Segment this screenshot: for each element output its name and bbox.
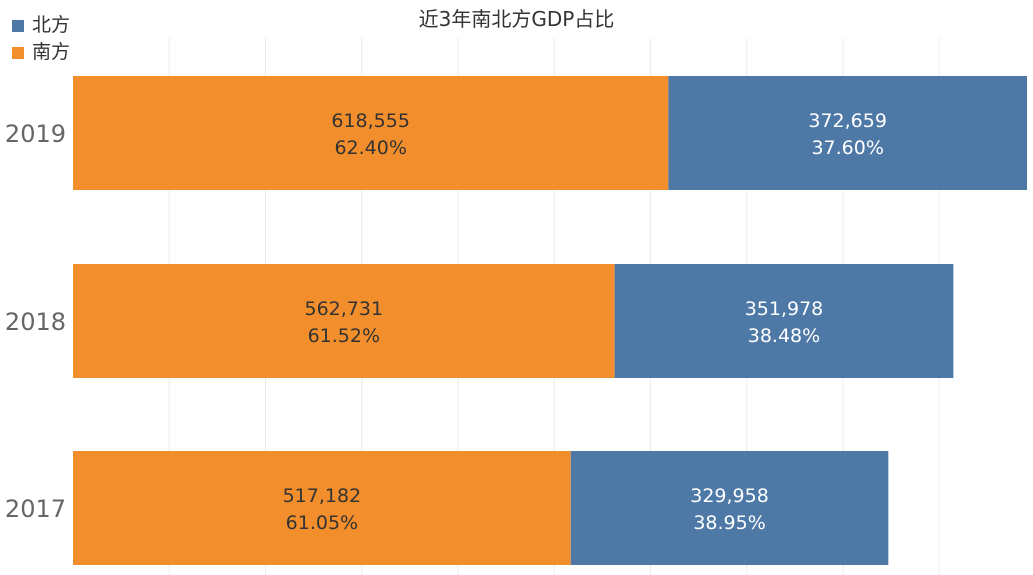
legend-item-south[interactable]: 南方 — [12, 39, 70, 66]
legend-label-south: 南方 — [32, 41, 71, 63]
y-tick-label: 2019 — [5, 120, 66, 148]
data-label-percent: 61.52% — [308, 325, 380, 347]
data-label-percent: 61.05% — [286, 512, 358, 534]
bar-segment[interactable] — [73, 264, 615, 378]
y-tick-label: 2018 — [5, 308, 66, 336]
data-label-value: 618,555 — [331, 110, 410, 132]
legend-item-north[interactable]: 北方 — [12, 12, 70, 39]
data-label-percent: 37.60% — [811, 137, 883, 159]
legend: 北方 南方 — [12, 12, 70, 66]
legend-label-north: 北方 — [32, 14, 71, 36]
data-label-value: 562,731 — [305, 298, 384, 320]
data-label-percent: 62.40% — [334, 137, 406, 159]
legend-swatch-south — [12, 46, 24, 59]
data-label-percent: 38.95% — [693, 512, 765, 534]
y-tick-label: 2017 — [5, 495, 66, 523]
data-label-percent: 38.48% — [748, 325, 820, 347]
data-label-value: 517,182 — [283, 485, 362, 507]
bar-segment[interactable] — [614, 264, 954, 378]
chart-title: 近3年南北方GDP占比 — [418, 7, 615, 31]
data-label-value: 329,958 — [690, 485, 769, 507]
bar-segment[interactable] — [73, 451, 571, 565]
data-label-value: 351,978 — [745, 298, 824, 320]
legend-swatch-north — [12, 19, 24, 32]
bar-segment[interactable] — [570, 451, 889, 565]
bar-segment[interactable] — [668, 76, 1027, 190]
bar-segment[interactable] — [73, 76, 669, 190]
data-label-value: 372,659 — [808, 110, 887, 132]
